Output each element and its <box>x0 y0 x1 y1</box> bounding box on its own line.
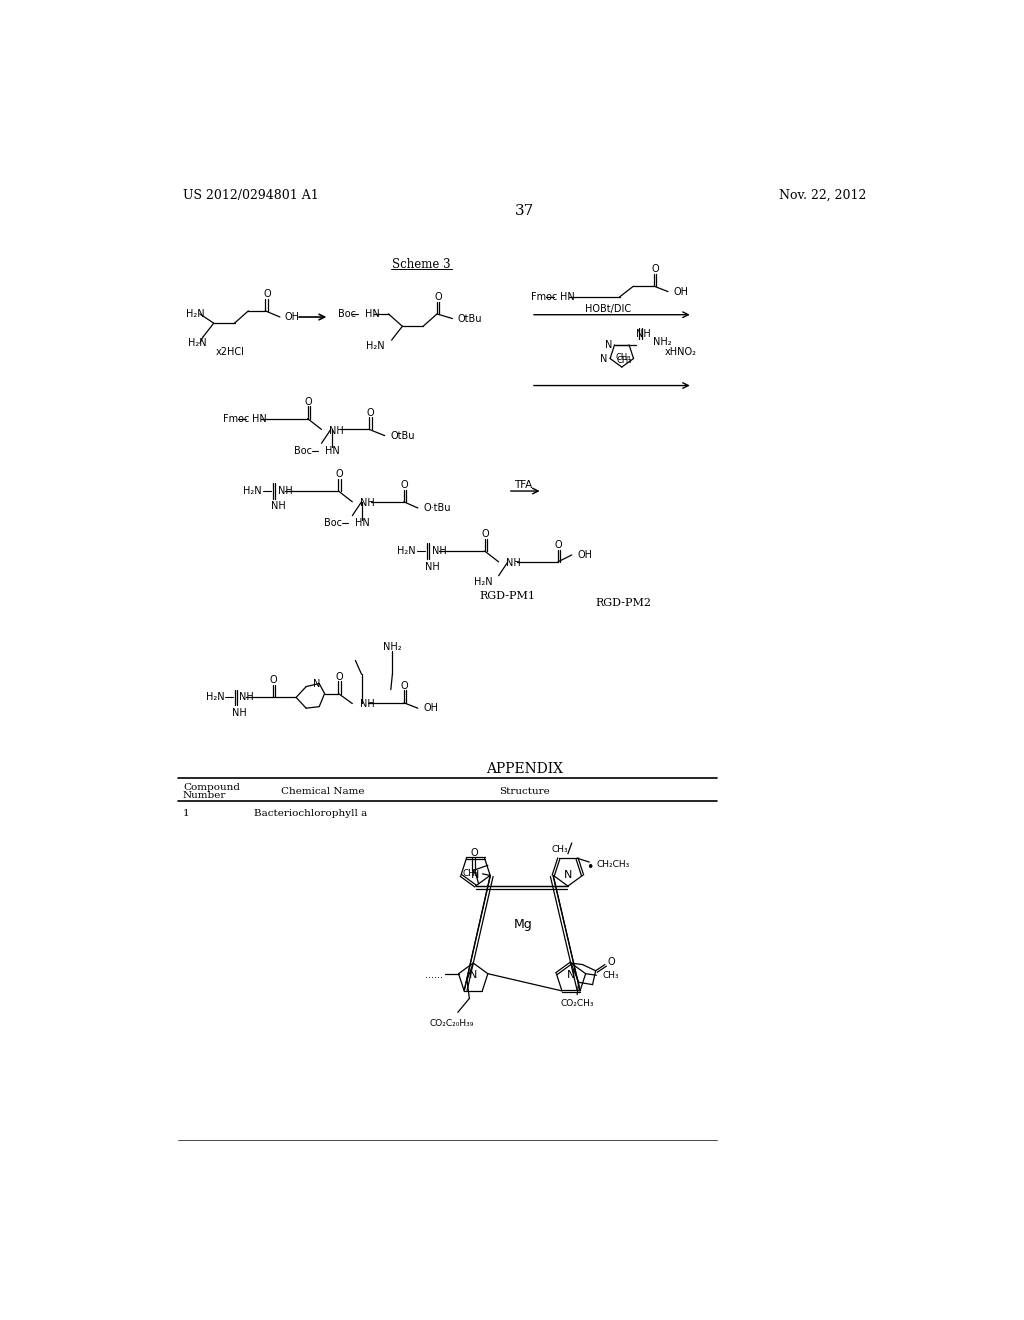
Text: H₂N: H₂N <box>474 577 493 587</box>
Text: ......: ...... <box>425 970 443 981</box>
Text: CO₂CH₃: CO₂CH₃ <box>560 999 594 1008</box>
Text: H₂N: H₂N <box>186 309 205 319</box>
Text: CH₃: CH₃ <box>463 870 479 878</box>
Text: O: O <box>470 847 478 858</box>
Text: CO₂C₂₀H₃₉: CO₂C₂₀H₃₉ <box>429 1019 474 1027</box>
Text: H₂N: H₂N <box>187 338 206 348</box>
Text: O: O <box>270 676 278 685</box>
Text: NH₂: NH₂ <box>653 337 672 347</box>
Text: O: O <box>336 672 343 681</box>
Text: HN: HN <box>560 292 574 302</box>
Text: O: O <box>304 397 312 407</box>
Text: O: O <box>651 264 658 275</box>
Text: TFA: TFA <box>514 480 532 490</box>
Text: O: O <box>400 480 409 490</box>
Text: Mg: Mg <box>514 917 532 931</box>
Text: 37: 37 <box>515 203 535 218</box>
Text: H₂N: H₂N <box>243 486 261 496</box>
Text: CH₃: CH₃ <box>602 970 620 979</box>
Text: HN: HN <box>354 519 370 528</box>
Text: O: O <box>263 289 270 298</box>
Text: Fmoc: Fmoc <box>223 413 249 424</box>
Text: H₂N: H₂N <box>366 342 385 351</box>
Text: CH₂CH₃: CH₂CH₃ <box>597 859 630 869</box>
Text: RGD-PM1: RGD-PM1 <box>480 591 536 601</box>
Text: OH: OH <box>578 550 592 560</box>
Text: N: N <box>469 970 477 979</box>
Text: HN: HN <box>325 446 339 455</box>
Text: Boc: Boc <box>294 446 311 455</box>
Text: NH: NH <box>232 708 247 718</box>
Text: OH: OH <box>285 312 300 322</box>
Text: HOBt/DIC: HOBt/DIC <box>585 305 631 314</box>
Text: CH₃: CH₃ <box>615 354 631 362</box>
Text: Scheme 3: Scheme 3 <box>392 259 451 271</box>
Text: NH: NH <box>330 426 344 436</box>
Text: RGD-PM2: RGD-PM2 <box>595 598 651 609</box>
Text: O: O <box>367 408 374 417</box>
Text: N: N <box>313 678 321 689</box>
Text: H₂N: H₂N <box>397 546 416 556</box>
Text: OtBu: OtBu <box>457 314 481 323</box>
Text: US 2012/0294801 A1: US 2012/0294801 A1 <box>183 189 318 202</box>
Text: NH: NH <box>278 486 293 496</box>
Text: NH: NH <box>425 561 439 572</box>
Text: APPENDIX: APPENDIX <box>486 762 563 776</box>
Text: O: O <box>608 957 615 966</box>
Text: HN: HN <box>365 309 379 319</box>
Text: Bacteriochlorophyll a: Bacteriochlorophyll a <box>254 809 367 818</box>
Text: N: N <box>600 354 608 363</box>
Text: Number: Number <box>183 791 226 800</box>
Text: N: N <box>567 970 575 979</box>
Text: NH: NH <box>506 558 521 569</box>
Text: O·tBu: O·tBu <box>423 503 451 513</box>
Text: 1: 1 <box>183 809 189 818</box>
Text: Chemical Name: Chemical Name <box>281 787 365 796</box>
Text: OH: OH <box>423 704 438 713</box>
Text: Nov. 22, 2012: Nov. 22, 2012 <box>779 189 866 202</box>
Text: N: N <box>564 870 572 879</box>
Text: Compound: Compound <box>183 783 240 792</box>
Text: Fmoc: Fmoc <box>531 292 557 302</box>
Text: N: N <box>471 870 479 879</box>
Text: OtBu: OtBu <box>390 430 415 441</box>
Text: xHNO₂: xHNO₂ <box>665 347 696 358</box>
Text: O: O <box>336 469 343 479</box>
Text: NH: NH <box>360 700 375 709</box>
Text: NH₂: NH₂ <box>383 643 401 652</box>
Text: O: O <box>400 681 409 690</box>
Text: NH: NH <box>432 546 446 556</box>
Text: Boc: Boc <box>324 519 342 528</box>
Text: NH: NH <box>240 693 254 702</box>
Text: •: • <box>587 861 594 874</box>
Text: Structure: Structure <box>500 787 550 796</box>
Text: H₂N: H₂N <box>206 693 224 702</box>
Text: CH₃: CH₃ <box>616 356 632 366</box>
Text: O: O <box>481 529 489 539</box>
Text: OH: OH <box>674 286 688 297</box>
Text: CH₃: CH₃ <box>552 845 568 854</box>
Text: O: O <box>555 540 562 550</box>
Text: O: O <box>435 292 442 302</box>
Text: NH: NH <box>360 499 375 508</box>
Text: HN: HN <box>252 413 267 424</box>
Text: N: N <box>605 339 612 350</box>
Text: Boc: Boc <box>338 309 355 319</box>
Text: x2HCl: x2HCl <box>215 347 244 358</box>
Text: NH: NH <box>270 502 286 511</box>
Text: NH: NH <box>637 329 651 339</box>
